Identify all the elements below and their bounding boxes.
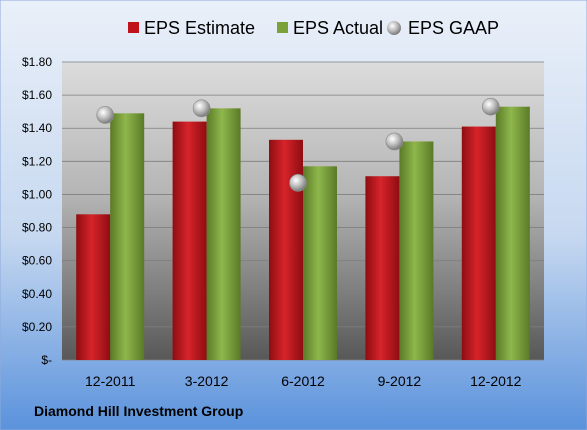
x-tick-label: 9-2012 — [378, 373, 422, 389]
marker-eps-gaap — [96, 106, 114, 124]
legend-swatch-eps-gaap — [387, 21, 401, 35]
bar-eps-estimate — [269, 139, 303, 360]
legend-label-eps-actual: EPS Actual — [293, 18, 383, 38]
x-tick-label: 12-2011 — [85, 373, 136, 389]
bar-eps-actual — [399, 141, 434, 360]
y-tick-label: $1.60 — [22, 88, 52, 102]
y-tick-label: $1.20 — [22, 154, 52, 168]
legend-swatch-eps-estimate — [128, 22, 139, 33]
y-tick-label: $0.60 — [22, 254, 52, 268]
bars — [76, 106, 530, 360]
x-axis-tick-labels: 12-2011 3-2012 6-2012 9-2012 12-2012 — [85, 373, 522, 389]
y-axis-tick-labels: $- $0.20 $0.40 $0.60 $0.80 $1.00 $1.20 $1.40 $1.… — [22, 55, 52, 367]
legend-label-eps-gaap: EPS GAAP — [408, 18, 499, 38]
x-tick-label: 12-2012 — [470, 373, 522, 389]
bar-eps-estimate — [172, 121, 207, 360]
marker-eps-gaap — [289, 174, 307, 192]
y-tick-label: $0.20 — [22, 320, 52, 334]
x-tick-label: 3-2012 — [185, 373, 229, 389]
gaap-markers — [96, 97, 500, 192]
y-tick-label: $1.00 — [22, 187, 52, 201]
bar-eps-actual — [206, 108, 241, 360]
marker-eps-gaap — [481, 97, 500, 116]
y-tick-label: $0.40 — [22, 287, 52, 301]
y-tick-label: $1.40 — [22, 121, 52, 135]
bar-eps-actual — [303, 166, 337, 360]
x-tick-label: 6-2012 — [281, 373, 325, 389]
y-tick-label: $0.80 — [22, 221, 52, 235]
legend: EPS Estimate EPS Actual EPS GAAP — [128, 18, 499, 38]
bar-eps-estimate — [76, 214, 111, 360]
y-tick-label: $1.80 — [22, 55, 52, 69]
marker-eps-gaap — [385, 132, 404, 151]
bar-eps-estimate — [365, 176, 400, 360]
bar-eps-actual — [110, 113, 145, 360]
company-name: Diamond Hill Investment Group — [34, 403, 243, 419]
legend-label-eps-estimate: EPS Estimate — [144, 18, 255, 38]
marker-eps-gaap — [192, 99, 211, 118]
legend-swatch-eps-actual — [277, 22, 288, 33]
bar-eps-actual — [495, 106, 530, 360]
y-tick-label: $- — [41, 353, 52, 367]
bar-eps-estimate — [461, 126, 496, 360]
